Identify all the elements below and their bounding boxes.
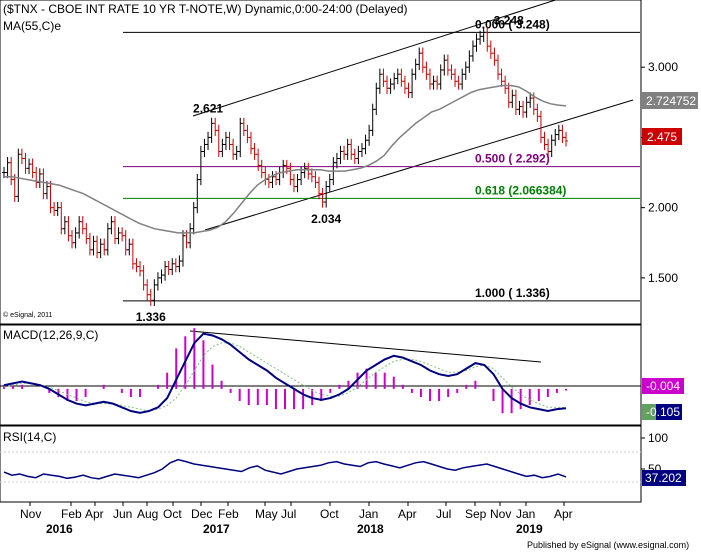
ma-line [4,84,567,234]
chart-title: ($TNX - CBOE INT RATE 10 YR T-NOTE,W) Dy… [3,2,408,16]
macd-hist-badge-text: -0.004 [646,379,680,393]
ma-indicator-label: MA(55,C)e [3,19,61,33]
moving-average [4,84,567,234]
macd-hist-badge [642,378,684,394]
channel-lower-line [204,99,634,231]
price-annotation: 3.248 [494,13,524,27]
footer-credit: Published by eSignal (www.esignal.com) [527,540,689,550]
time-x-axis: Nov Feb Apr Jun Aug Oct Dec Feb May Jul Oct Jan Apr J… [20,502,573,536]
fibonacci-levels: 0.000 ( 3.248) 0.500 ( 2.292) 0.618 (2.066… [123,17,640,302]
x-axis-month-label: Jan [516,507,535,521]
fib-label: 0.000 ( 3.248) [475,17,550,31]
x-axis-month-label: Jun [113,507,132,521]
macd-value-badge-text: -0.105 [646,405,680,419]
x-axis-month-label: Feb [218,507,239,521]
x-axis-month-label: Aug [137,507,158,521]
price-annotations: 3.248 2.621 2.034 1.336 [136,13,524,324]
price-y-tick-label: 2.000 [648,201,678,215]
ma-value-badge-text: 2.724752 [646,94,696,108]
fib-label: 1.000 ( 1.336) [475,286,550,300]
x-axis-month-label: Sep [465,507,487,521]
rsi-value-badge [642,470,686,486]
price-panel-frame [0,0,642,325]
last-price-badge [642,128,682,145]
x-axis-month-label: Oct [320,507,339,521]
x-axis-year-label: 2019 [516,522,543,536]
copyright-label: © eSignal, 2011 [3,311,53,319]
x-axis-year-label: 2018 [357,522,384,536]
price-panel [0,0,642,325]
ma-value-badge [642,92,698,109]
macd-title: MACD(12,26,9,C) [3,328,98,342]
x-axis-month-label: Jul [436,507,451,521]
rsi-value-badge-text: 37.202 [645,471,682,485]
macd-divergence-line [189,330,542,363]
macd-lines [3,328,567,414]
price-y-tick-label: 3.000 [648,60,678,74]
x-axis-month-label: Dec [191,507,212,521]
x-axis-month-label: Apr [398,507,417,521]
fib-label: 0.618 (2.066384) [475,183,566,197]
x-axis-month-label: Jan [359,507,378,521]
price-y-tick-label: 1.500 [648,271,678,285]
rsi-panel-frame [0,425,642,503]
price-annotation: 1.336 [136,310,166,324]
x-axis-month-label: Nov [490,507,511,521]
rsi-title: RSI(14,C) [3,430,56,444]
x-axis-month-label: Apr [554,507,573,521]
last-price-badge-text: 2.475 [647,130,677,144]
rsi-line [3,458,567,480]
x-axis-year-label: 2016 [46,522,73,536]
x-axis-year-label: 2017 [203,522,230,536]
channel-upper-line [192,0,558,117]
price-annotation: 2.034 [311,212,341,226]
rsi-panel [0,425,642,503]
macd-signal-badge-edge [642,404,656,420]
price-annotation: 2.621 [193,101,223,115]
rsi-main-line [3,458,567,480]
x-axis-month-label: Apr [85,507,104,521]
rsi-y-tick-label: 100 [648,431,668,445]
x-axis-month-label: Jul [281,507,296,521]
x-axis-month-label: Feb [61,507,82,521]
x-axis-month-label: Nov [20,507,41,521]
x-axis-month-label: May [255,507,278,521]
fib-label: 0.500 ( 2.292) [475,152,550,166]
macd-main-line [3,332,567,414]
price-bars [2,26,568,306]
x-axis-month-label: Oct [163,507,182,521]
